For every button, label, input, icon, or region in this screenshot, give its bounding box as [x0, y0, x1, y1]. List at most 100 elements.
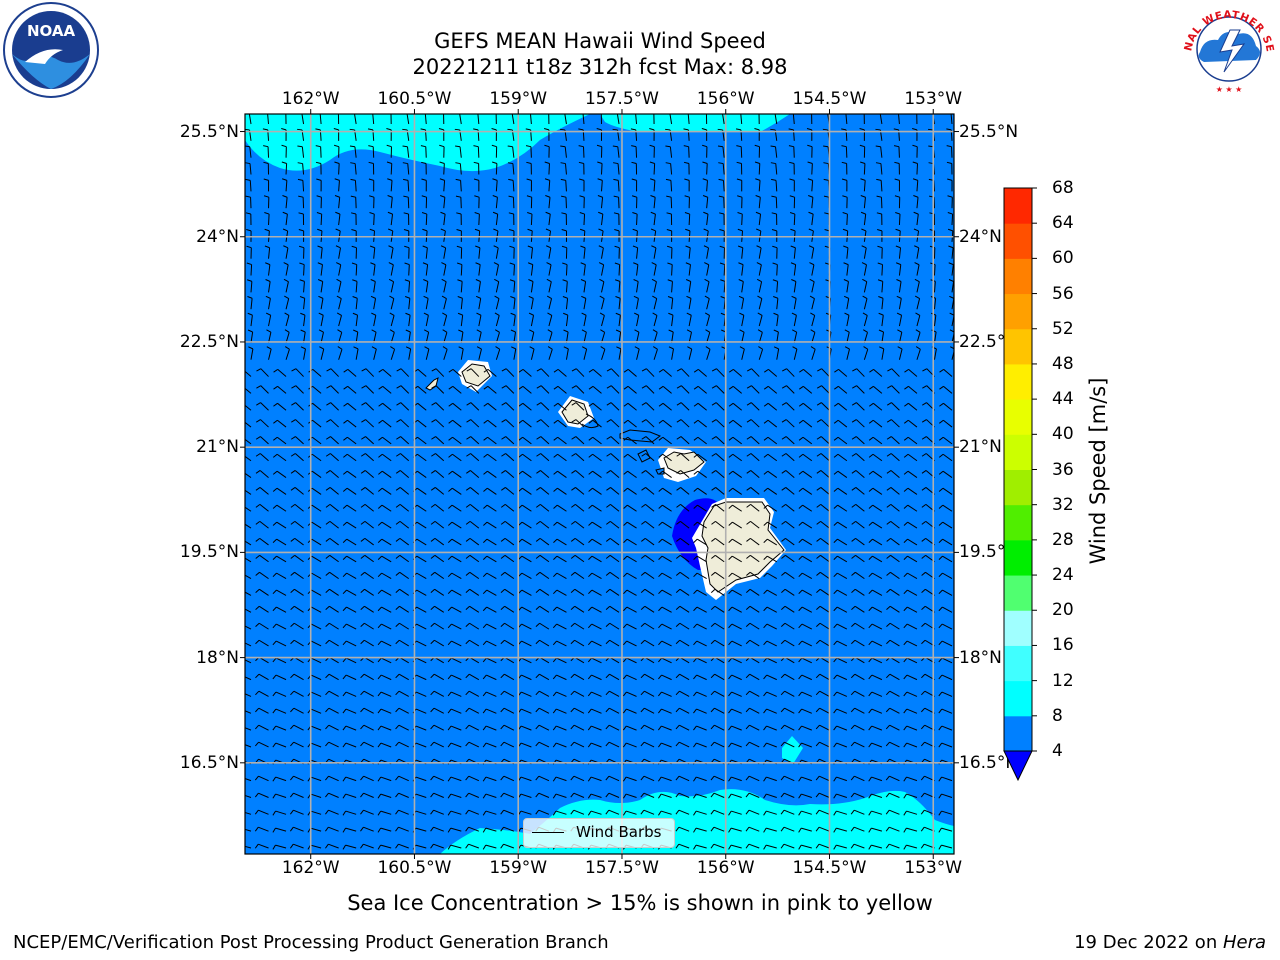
colorbar-tick-label: 16 [1052, 635, 1074, 656]
wind-barb [254, 724, 269, 731]
wind-barb [560, 162, 567, 175]
wind-barb [299, 262, 305, 276]
wind-barb [465, 809, 480, 815]
wind-barb [245, 489, 252, 495]
wind-barb [405, 329, 411, 343]
wind-barb [326, 368, 339, 377]
wind-barb [704, 278, 710, 293]
wind-barb [291, 419, 304, 428]
wind-barb [245, 676, 252, 681]
wind-barb [254, 843, 269, 849]
wind-barb [448, 385, 462, 394]
wind-barb [711, 453, 725, 462]
wind-barb [447, 657, 462, 664]
wind-barb [360, 622, 374, 630]
wind-barb [509, 245, 515, 259]
lon-label-bottom: 156°W [696, 858, 755, 878]
wind-barb [703, 245, 710, 259]
wind-barb [318, 295, 324, 310]
wind-barb [781, 588, 795, 596]
wind-barb [693, 776, 707, 782]
wind-barb [833, 419, 848, 428]
wind-barb [405, 312, 411, 327]
wind-barb [342, 657, 357, 664]
wind-barb [526, 161, 532, 175]
wind-barb [507, 162, 515, 175]
wind-barb [500, 537, 515, 546]
wind-barb [808, 211, 814, 226]
wind-barb [798, 385, 813, 394]
wind-barb [833, 725, 848, 731]
wind-barb [326, 385, 339, 394]
wind-barb [299, 296, 306, 310]
wind-barb [815, 639, 830, 647]
wind-barb [684, 178, 690, 192]
wind-barb [495, 346, 501, 360]
wind-barb [693, 657, 707, 664]
wind-barb [894, 178, 900, 192]
wind-barb [255, 605, 269, 613]
wind-barb [256, 368, 269, 377]
wind-barb [720, 279, 726, 293]
wind-barb [745, 792, 760, 798]
wind-barb [635, 114, 638, 125]
wind-barb [526, 178, 532, 192]
wind-barb [387, 211, 394, 226]
wind-barb [745, 809, 760, 815]
wind-barb [475, 262, 481, 276]
wind-barb [675, 622, 690, 630]
wind-barb [834, 368, 848, 377]
wind-barb [319, 114, 322, 125]
wind-barb [553, 419, 567, 428]
wind-barb [482, 623, 497, 630]
wind-barb [290, 537, 304, 546]
colorbar-segment-3 [1004, 610, 1032, 646]
wind-barb [458, 346, 464, 360]
wind-barb [396, 368, 410, 377]
wind-barb [377, 844, 392, 850]
wind-barb [571, 368, 585, 377]
wind-barb [915, 346, 921, 360]
wind-barb [798, 793, 812, 799]
wind-barb [600, 114, 602, 125]
wind-barb [885, 826, 900, 832]
wind-barb [369, 245, 376, 259]
wind-barb [763, 793, 777, 799]
wind-barb [265, 279, 271, 293]
wind-barb [378, 470, 392, 478]
wind-barb [483, 470, 497, 478]
wind-barb [791, 295, 797, 310]
wind-barb [886, 639, 900, 647]
wind-barb [676, 520, 690, 529]
wind-barb [675, 775, 690, 782]
wind-barb [675, 673, 690, 681]
wind-barb [431, 436, 445, 445]
wind-barb [702, 195, 709, 209]
wind-barb [816, 470, 830, 478]
wind-barb [615, 312, 621, 327]
wind-barb [482, 725, 497, 731]
wind-barb [886, 504, 900, 512]
wind-barb [668, 346, 674, 360]
colorbar-segment-7 [1004, 469, 1032, 506]
wind-barb [245, 795, 252, 798]
wind-barb [272, 572, 287, 580]
wind-barb [476, 312, 482, 327]
wind-barb [527, 262, 534, 276]
wind-barb [465, 673, 480, 681]
wind-barb [844, 329, 850, 343]
wind-barb [578, 145, 585, 158]
wind-barb [815, 707, 830, 714]
wind-barb [290, 707, 304, 714]
wind-barb [447, 827, 462, 833]
wind-barb [746, 571, 760, 580]
wind-barb [254, 809, 269, 815]
wind-barb [553, 487, 567, 495]
wind-barb [815, 792, 830, 798]
wind-barb [284, 346, 290, 360]
wind-barb [466, 385, 480, 394]
wind-barb [266, 346, 272, 360]
wind-barb [501, 453, 515, 462]
wind-barb [938, 810, 953, 816]
wind-barb [606, 402, 620, 411]
